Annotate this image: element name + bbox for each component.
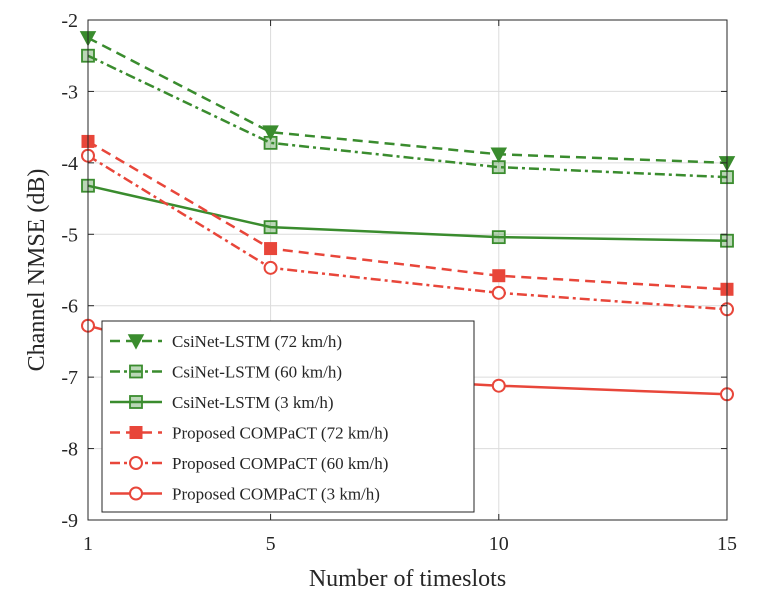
- legend-label: Proposed COMPaCT (72 km/h): [172, 424, 388, 443]
- y-tick-label: -2: [61, 10, 78, 32]
- data-point: [491, 378, 506, 393]
- series-line: [87, 140, 728, 291]
- legend-marker: [129, 395, 143, 409]
- y-tick-label: -5: [61, 224, 78, 246]
- y-tick-label: -3: [61, 81, 78, 103]
- legend-box: [101, 320, 475, 513]
- legend-item: Proposed COMPaCT (3 km/h): [110, 485, 380, 504]
- legend-item: CsiNet-LSTM (60 km/h): [110, 363, 342, 382]
- data-point: [491, 285, 506, 300]
- legend-item: CsiNet-LSTM (3 km/h): [110, 393, 334, 412]
- legend-label: CsiNet-LSTM (60 km/h): [172, 363, 342, 382]
- x-tick-label: 10: [489, 533, 509, 555]
- data-point: [264, 242, 278, 256]
- y-tick-label: -9: [61, 510, 78, 532]
- data-point: [492, 269, 506, 283]
- y-tick-label: -7: [61, 367, 78, 389]
- data-point: [491, 230, 506, 245]
- series-line: [87, 154, 728, 311]
- legend-marker: [127, 334, 145, 350]
- y-tick-label: -4: [61, 153, 78, 175]
- y-tick-label: -8: [61, 439, 78, 461]
- legend-item: Proposed COMPaCT (60 km/h): [110, 454, 388, 473]
- data-point: [263, 135, 278, 150]
- legend: CsiNet-LSTM (72 km/h) CsiNet-LSTM (60 km/…: [101, 320, 475, 513]
- x-tick-label: 1: [83, 533, 93, 555]
- data-point: [263, 260, 278, 275]
- data-point: [491, 160, 506, 175]
- series-line: [87, 184, 728, 242]
- series-4: [81, 134, 734, 296]
- series-3: [81, 178, 734, 248]
- x-tick-label: 15: [717, 533, 737, 555]
- x-tick-label: 5: [266, 533, 276, 555]
- series-1: [79, 31, 736, 172]
- axis-ticks: 1 5 10 15-9-8-7-6-5-4-3-2: [61, 10, 737, 555]
- legend-label: CsiNet-LSTM (72 km/h): [172, 332, 342, 351]
- legend-item: CsiNet-LSTM (72 km/h): [110, 332, 342, 351]
- plot-frame: [87, 19, 728, 521]
- data-point: [263, 220, 278, 235]
- legend-label: CsiNet-LSTM (3 km/h): [172, 393, 334, 412]
- series-line: [87, 54, 728, 179]
- legend-label: Proposed COMPaCT (60 km/h): [172, 454, 388, 473]
- data-point: [262, 125, 279, 141]
- series-line: [87, 36, 728, 165]
- legend-marker: [129, 426, 143, 439]
- y-tick-label: -6: [61, 296, 78, 318]
- data-point: [490, 147, 508, 163]
- x-axis-label: Number of timeslots: [309, 566, 506, 592]
- legend-marker: [129, 456, 143, 470]
- y-axis-label: Channel NMSE (dB): [24, 169, 50, 372]
- legend-item: Proposed COMPaCT (72 km/h): [110, 424, 388, 443]
- legend-marker: [129, 486, 143, 501]
- legend-marker: [129, 364, 143, 379]
- legend-label: Proposed COMPaCT (3 km/h): [172, 485, 380, 504]
